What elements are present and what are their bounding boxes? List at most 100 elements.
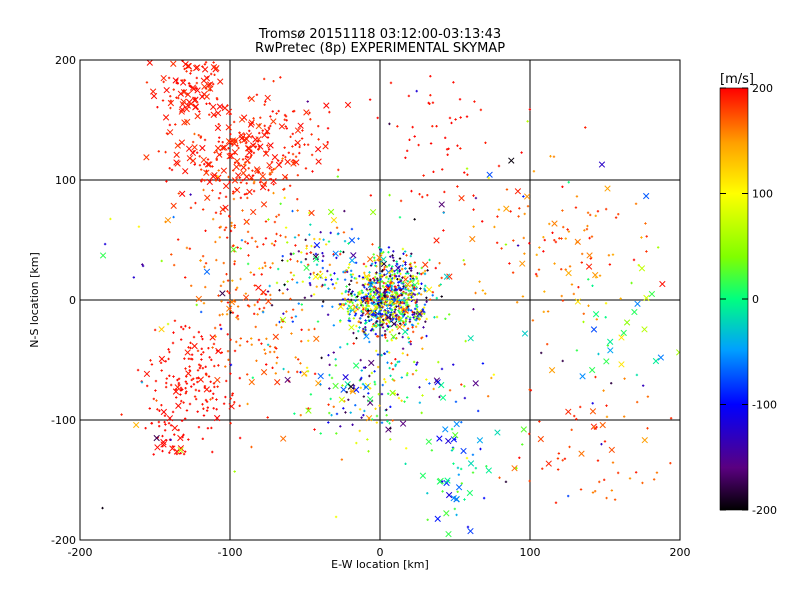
data-points xyxy=(99,60,680,538)
data-point-dot xyxy=(164,150,167,154)
data-point-dot xyxy=(199,310,203,314)
data-point-dot xyxy=(404,322,407,326)
data-point-cross xyxy=(494,429,501,436)
data-point-dot xyxy=(269,293,272,297)
y-tick-label: 0 xyxy=(69,294,76,307)
data-point-dot xyxy=(374,264,377,267)
data-point-dot xyxy=(385,311,388,315)
data-point-dot xyxy=(239,277,242,281)
data-point-dot xyxy=(580,261,583,264)
data-point-dot xyxy=(384,302,387,306)
data-point-dot xyxy=(233,349,237,353)
data-point-dot xyxy=(201,437,205,441)
data-point-dot xyxy=(154,379,158,383)
data-point-cross xyxy=(618,361,625,368)
data-point-dot xyxy=(375,335,379,338)
data-point-dot xyxy=(397,304,400,308)
data-point-dot xyxy=(266,290,270,293)
data-point-dot xyxy=(262,306,266,310)
data-point-dot xyxy=(508,262,511,265)
data-point-dot xyxy=(369,329,373,332)
data-point-dot xyxy=(393,285,397,288)
data-point-dot xyxy=(407,296,410,300)
data-point-dot xyxy=(463,396,467,400)
data-point-dot xyxy=(376,306,379,309)
data-point-dot xyxy=(348,263,351,266)
data-point-dot xyxy=(207,375,211,378)
data-point-dot xyxy=(330,413,333,417)
data-point-dot xyxy=(273,350,276,354)
data-point-dot xyxy=(183,276,187,279)
data-point-dot xyxy=(207,346,210,350)
data-point-dot xyxy=(393,296,396,299)
data-point-dot xyxy=(347,304,351,308)
data-point-dot xyxy=(345,285,348,288)
data-point-dot xyxy=(315,285,318,288)
data-point-dot xyxy=(237,161,240,165)
data-point-dot xyxy=(352,384,356,387)
data-point-cross xyxy=(164,217,172,224)
data-point-dot xyxy=(308,111,311,115)
data-point-cross xyxy=(290,160,297,167)
data-point-cross xyxy=(191,144,198,151)
data-point-dot xyxy=(161,449,164,453)
data-point-dot xyxy=(310,244,313,248)
data-point-dot xyxy=(212,82,215,86)
data-point-dot xyxy=(243,193,247,196)
data-point-dot xyxy=(321,266,325,270)
data-point-dot xyxy=(155,399,158,402)
data-point-dot xyxy=(219,225,222,229)
data-point-cross xyxy=(179,190,186,197)
data-point-cross xyxy=(367,256,374,263)
data-point-cross xyxy=(214,109,222,117)
data-point-dot xyxy=(367,309,370,312)
data-point-dot xyxy=(512,239,515,242)
data-point-cross xyxy=(248,95,255,102)
data-point-dot xyxy=(202,188,205,192)
data-point-cross xyxy=(574,238,581,245)
data-point-dot xyxy=(421,271,425,275)
data-point-dot xyxy=(202,414,206,417)
data-point-dot xyxy=(268,167,271,170)
data-point-dot xyxy=(379,277,382,281)
data-point-dot xyxy=(166,322,170,326)
data-point-dot xyxy=(391,265,394,268)
data-point-dot xyxy=(456,144,459,147)
data-point-dot xyxy=(635,373,639,377)
data-point-dot xyxy=(574,206,578,209)
data-point-dot xyxy=(362,395,366,398)
data-point-dot xyxy=(200,353,203,356)
data-point-dot xyxy=(410,252,413,255)
data-point-cross xyxy=(172,388,180,395)
data-point-dot xyxy=(398,318,401,322)
data-point-dot xyxy=(378,404,381,407)
data-point-dot xyxy=(301,129,304,132)
data-point-dot xyxy=(326,140,329,144)
data-point-dot xyxy=(609,381,613,385)
data-point-dot xyxy=(418,401,422,404)
data-point-dot xyxy=(394,323,397,326)
data-point-dot xyxy=(281,320,285,323)
data-point-dot xyxy=(383,378,386,381)
data-point-dot xyxy=(377,259,380,262)
data-point-dot xyxy=(297,233,300,237)
data-point-dot xyxy=(523,252,526,255)
data-point-dot xyxy=(389,405,392,409)
data-point-cross xyxy=(133,421,140,429)
data-point-dot xyxy=(459,116,462,119)
data-point-dot xyxy=(266,144,269,147)
data-point-dot xyxy=(535,274,539,278)
data-point-dot xyxy=(226,290,229,293)
data-point-cross xyxy=(598,161,606,168)
data-point-dot xyxy=(357,329,360,333)
data-point-dot xyxy=(213,73,216,77)
data-point-dot xyxy=(391,273,394,277)
data-point-cross xyxy=(347,304,354,311)
data-point-dot xyxy=(404,320,407,323)
data-point-dot xyxy=(153,328,157,332)
data-point-cross xyxy=(199,144,206,152)
data-point-dot xyxy=(368,98,372,101)
data-point-dot xyxy=(419,287,422,290)
data-point-cross xyxy=(303,109,310,116)
data-point-dot xyxy=(352,342,355,345)
